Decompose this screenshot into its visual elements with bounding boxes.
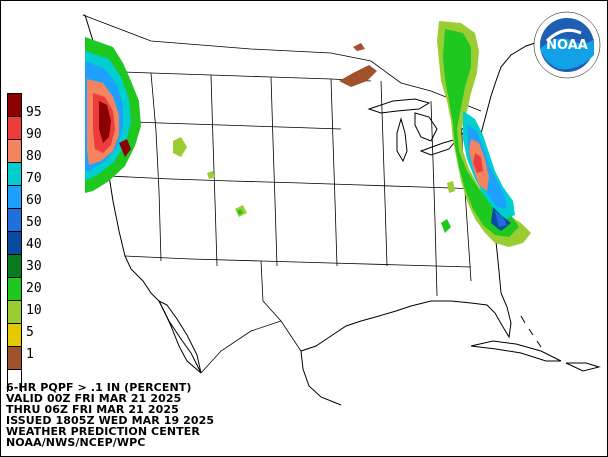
- legend-swatch-80: [7, 139, 22, 162]
- legend-swatch-20: [7, 277, 22, 300]
- cuba: [470, 340, 562, 362]
- legend-label-10: 10: [26, 303, 42, 318]
- legend-label-5: 5: [26, 325, 34, 340]
- state-line-ut: [210, 74, 218, 267]
- legend-swatch-70: [7, 162, 22, 185]
- legend-swatch-90: [7, 116, 22, 139]
- mexico-border: [200, 320, 282, 374]
- state-line-ky: [430, 100, 438, 297]
- precip-pacific-nw: [85, 37, 141, 193]
- noaa-logo-text: NOAA: [546, 38, 588, 53]
- product-title: 6-HR PQPF > .1 IN (PERCENT): [6, 381, 192, 394]
- legend-swatch-50: [7, 208, 22, 231]
- legend-label-50: 50: [26, 215, 42, 230]
- valid-time: VALID 00Z FRI MAR 21 2025: [6, 392, 182, 405]
- legend-label-30: 30: [26, 259, 42, 274]
- legend: 95 90 80 70 60 50 40 30 20 10 5 1: [7, 93, 42, 392]
- state-line-id-nv: [150, 72, 162, 262]
- legend-label-90: 90: [26, 127, 42, 142]
- political-borders: [82, 14, 482, 374]
- legend-label-80: 80: [26, 149, 42, 164]
- legend-swatch-1: [7, 346, 22, 369]
- lake-superior: [367, 98, 431, 114]
- baja-coastline: [157, 299, 202, 374]
- texas-border: [260, 260, 302, 352]
- precip-canada: [339, 43, 377, 87]
- legend-label-40: 40: [26, 237, 42, 252]
- state-line-49: [95, 70, 372, 82]
- legend-label-95: 95: [26, 105, 42, 120]
- agency-name: NOAA/NWS/NCEP/WPC: [6, 436, 146, 449]
- bahamas: [520, 315, 542, 348]
- state-line-or: [104, 120, 342, 130]
- legend-label-20: 20: [26, 281, 42, 296]
- legend-swatch-10: [7, 300, 22, 323]
- state-line-mo: [380, 80, 388, 267]
- legend-swatch-30: [7, 254, 22, 277]
- legend-swatch-40: [7, 231, 22, 254]
- legend-swatch-0: [7, 369, 22, 392]
- lake-erie: [419, 138, 459, 156]
- thru-time: THRU 06Z FRI MAR 21 2025: [6, 403, 179, 416]
- product-info: 6-HR PQPF > .1 IN (PERCENT) VALID 00Z FR…: [6, 382, 214, 448]
- precip-east-coast: [437, 21, 531, 247]
- mexico-coastline: [300, 350, 342, 406]
- precip-interior: [173, 137, 247, 217]
- issued-time: ISSUED 1805Z WED MAR 19 2025: [6, 414, 215, 427]
- noaa-logo-label: NOAA: [546, 38, 588, 53]
- canada-us-border-west: [82, 14, 372, 62]
- hispaniola: [565, 362, 601, 372]
- precip-georgia-carolina: [441, 181, 455, 233]
- gulf-coastline: [300, 292, 512, 352]
- lake-michigan: [396, 117, 408, 163]
- lake-huron: [414, 112, 438, 142]
- legend-label-1: 1: [26, 347, 34, 362]
- legend-label-70: 70: [26, 171, 42, 186]
- legend-swatch-95: [7, 93, 22, 116]
- state-line-ks: [330, 78, 338, 267]
- legend-swatch-5: [7, 323, 22, 346]
- state-line-33: [124, 255, 472, 268]
- noaa-logo: [533, 11, 601, 79]
- legend-label-60: 60: [26, 193, 42, 208]
- state-line-co: [270, 76, 278, 267]
- state-line-37: [108, 175, 482, 190]
- legend-swatch-60: [7, 185, 22, 208]
- center-name: WEATHER PREDICTION CENTER: [6, 425, 200, 438]
